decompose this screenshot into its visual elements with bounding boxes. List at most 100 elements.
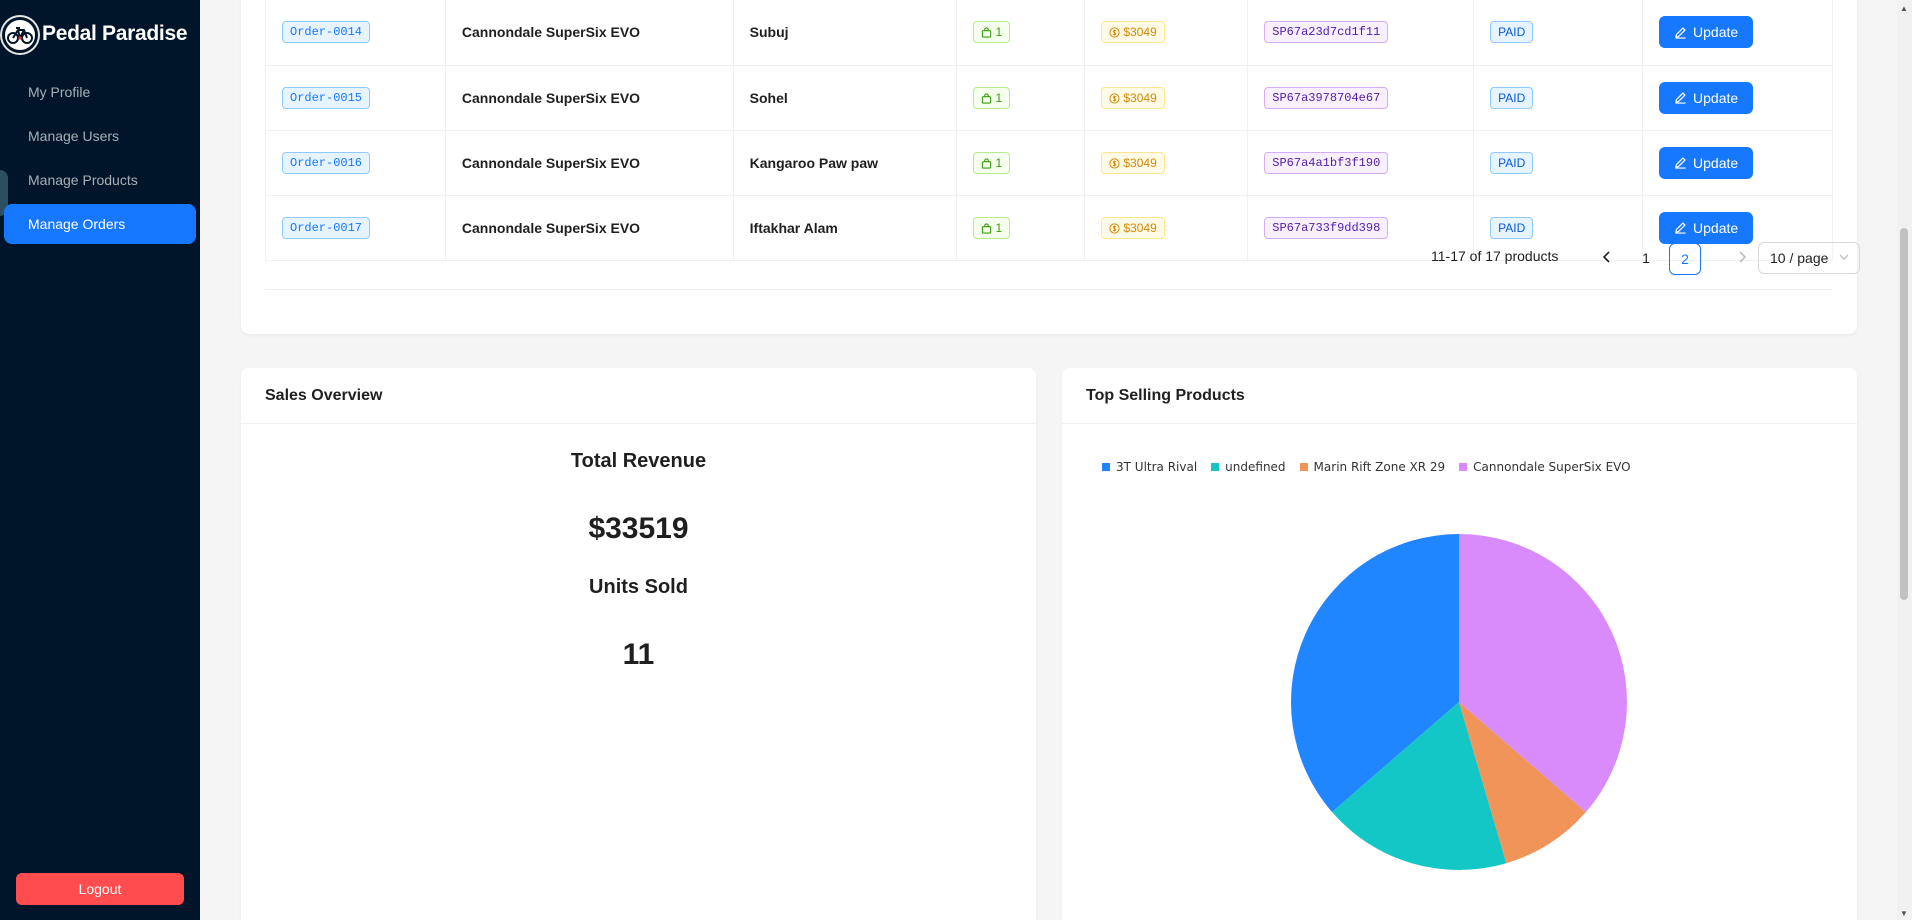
pagination-total: 11-17 of 17 products [1431,248,1559,264]
quantity-tag: 1 [973,216,1011,239]
top-selling-card: Top Selling Products 3T Ultra Rival undef… [1062,368,1857,920]
scroll-down-arrow-icon[interactable]: ▼ [1900,909,1908,918]
quantity-value: 1 [995,155,1003,170]
brand-name: Pedal Paradise [42,22,188,45]
product-name: Cannondale SuperSix EVO [461,219,641,236]
action-cell: Update [1642,65,1833,131]
total-revenue-value: $33519 [588,512,689,545]
sidebar-item-manage-users[interactable]: Manage Users [28,128,120,144]
update-button-label: Update [1693,89,1739,106]
product-cell: Cannondale SuperSix EVO [445,0,734,66]
top-selling-title: Top Selling Products [1062,368,1857,424]
legend-swatch [1211,463,1220,471]
status-badge: PAID [1490,151,1534,174]
product-name: Cannondale SuperSix EVO [461,24,641,41]
legend-item[interactable]: 3T Ultra Rival [1102,460,1197,474]
price-cell: $3049 [1084,195,1249,261]
price-cell: $3049 [1084,65,1249,131]
table-row: Order-0014 Cannondale SuperSix EVO Subuj 1 $… [265,0,1833,66]
chevron-left-icon [1602,251,1610,263]
update-order-button[interactable]: Update [1659,16,1754,49]
edit-icon [1675,92,1686,104]
quantity-value: 1 [995,220,1003,235]
edit-icon [1675,157,1686,169]
chevron-right-icon [1739,251,1747,263]
pie-slice-cannondale-supersix-evo[interactable] [1459,534,1627,813]
price-cell: $3049 [1084,130,1249,196]
quantity-cell: 1 [956,195,1086,261]
customer-name: Sohel [749,89,788,106]
quantity-cell: 1 [956,65,1086,131]
chart-legend: 3T Ultra Rival undefined Marin Rift Zone X… [1102,460,1631,474]
pagination-prev-button[interactable] [1591,243,1623,275]
sidebar-item-manage-orders[interactable]: Manage Orders [4,204,196,244]
legend-label: undefined [1225,460,1286,474]
pagination-next-button[interactable] [1726,243,1758,275]
transaction-id-tag: SP67a23d7cd1f11 [1264,21,1389,44]
logout-button[interactable]: Logout [16,873,184,905]
dollar-circle-icon [1109,222,1120,234]
page-scrollbar[interactable]: ▲ ▼ [1897,0,1912,920]
customer-name: Subuj [749,24,789,41]
update-order-button[interactable]: Update [1659,146,1754,179]
update-button-label: Update [1693,219,1739,236]
order-id-cell: Order-0017 [265,195,446,261]
quantity-cell: 1 [956,0,1086,66]
update-order-button[interactable]: Update [1659,211,1754,244]
pie-slice-3t-ultra-rival[interactable] [1291,534,1459,813]
pie-slice-marin-rift-zone-xr-29[interactable] [1459,702,1586,864]
bicycle-icon [2,17,38,53]
units-sold-value: 11 [622,638,655,671]
status-cell: PAID [1473,0,1644,66]
legend-label: Cannondale SuperSix EVO [1473,460,1631,474]
action-cell: Update [1642,130,1833,196]
legend-item[interactable]: undefined [1211,460,1286,474]
legend-item[interactable]: Cannondale SuperSix EVO [1459,460,1631,474]
dollar-circle-icon [1109,92,1120,104]
brand-logo[interactable]: Pedal Paradise [0,14,200,54]
action-cell: Update [1642,195,1833,261]
transaction-id-tag: SP67a4a1bf3f190 [1264,151,1389,174]
pagination-page-2[interactable]: 2 [1669,243,1701,275]
edit-icon [1675,222,1686,234]
customer-name: Kangaroo Paw paw [749,154,879,171]
legend-item[interactable]: Marin Rift Zone XR 29 [1299,460,1446,474]
page-size-select[interactable]: 10 / page [1758,242,1860,274]
quantity-value: 1 [995,90,1003,105]
order-id-cell: Order-0014 [265,0,446,66]
price-tag: $3049 [1101,86,1165,109]
update-button-label: Update [1693,24,1739,41]
product-name: Cannondale SuperSix EVO [461,154,641,171]
legend-label: Marin Rift Zone XR 29 [1313,460,1446,474]
edit-icon [1675,27,1686,39]
customer-cell: Kangaroo Paw paw [733,130,958,196]
scroll-up-arrow-icon[interactable]: ▲ [1900,4,1908,13]
sidebar-item-my-profile[interactable]: My Profile [28,84,91,100]
price-tag: $3049 [1101,21,1165,44]
product-cell: Cannondale SuperSix EVO [445,130,734,196]
transaction-id-tag: SP67a733f9dd398 [1264,216,1389,239]
orders-table-card: Order-0014 Cannondale SuperSix EVO Subuj 1 $… [241,0,1860,334]
sidebar-edge-accent [0,170,8,216]
customer-cell: Sohel [733,65,958,131]
pagination-page-1[interactable]: 1 [1642,250,1650,266]
transaction-cell: SP67a4a1bf3f190 [1247,130,1475,196]
top-selling-pie-chart [1291,534,1627,870]
sidebar-item-manage-products[interactable]: Manage Products [28,172,138,188]
quantity-tag: 1 [973,86,1011,109]
status-badge: PAID [1490,86,1534,109]
customer-cell: Subuj [733,0,958,66]
update-order-button[interactable]: Update [1659,81,1754,114]
pie-slice-undefined[interactable] [1332,702,1507,870]
customer-name: Iftakhar Alam [749,219,838,236]
price-value: $3049 [1123,155,1157,170]
product-cell: Cannondale SuperSix EVO [445,195,734,261]
product-name: Cannondale SuperSix EVO [461,89,641,106]
quantity-cell: 1 [956,130,1086,196]
quantity-tag: 1 [973,151,1011,174]
scrollbar-thumb[interactable] [1900,228,1908,600]
order-id-tag: Order-0014 [282,21,371,44]
order-id-tag: Order-0016 [282,151,371,174]
shopping-bag-icon [982,27,992,38]
action-cell: Update [1642,0,1833,66]
